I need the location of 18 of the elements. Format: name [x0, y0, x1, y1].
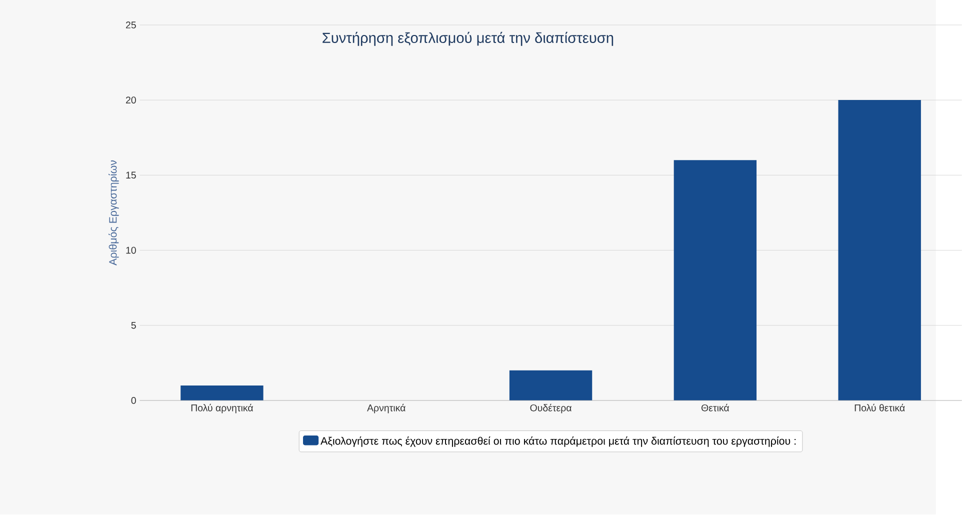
- x-tick-label: Ουδέτερα: [530, 404, 572, 414]
- bar: [674, 160, 757, 401]
- bar: [180, 386, 264, 401]
- y-tick-label: 15: [126, 172, 136, 179]
- y-axis-title: Αριθμός Εργαστηρίων: [108, 160, 119, 266]
- x-tick-label: Πολύ θετικά: [854, 404, 905, 412]
- bar: [509, 370, 592, 401]
- y-tick-label: 20: [126, 96, 136, 104]
- chart-title: Συντήρηση εξοπλισμού μετά την διαπίστευση: [322, 32, 614, 46]
- y-tick-label: 0: [131, 397, 136, 404]
- x-tick-label: Πολύ αρνητικά: [191, 404, 254, 414]
- y-tick-label: 25: [126, 22, 136, 29]
- bar: [838, 100, 921, 401]
- x-tick-label: Θετικά: [702, 404, 730, 412]
- x-tick-label: Αρνητικά: [367, 404, 406, 414]
- y-tick-label: 5: [131, 322, 136, 329]
- y-tick-label: 10: [126, 247, 136, 254]
- legend-label: Αξιολογήστε πως έχουν επηρεασθεί οι πιο κάτω παράμετροι μετά την διαπίστευση του εργαστηρίου :: [320, 436, 796, 448]
